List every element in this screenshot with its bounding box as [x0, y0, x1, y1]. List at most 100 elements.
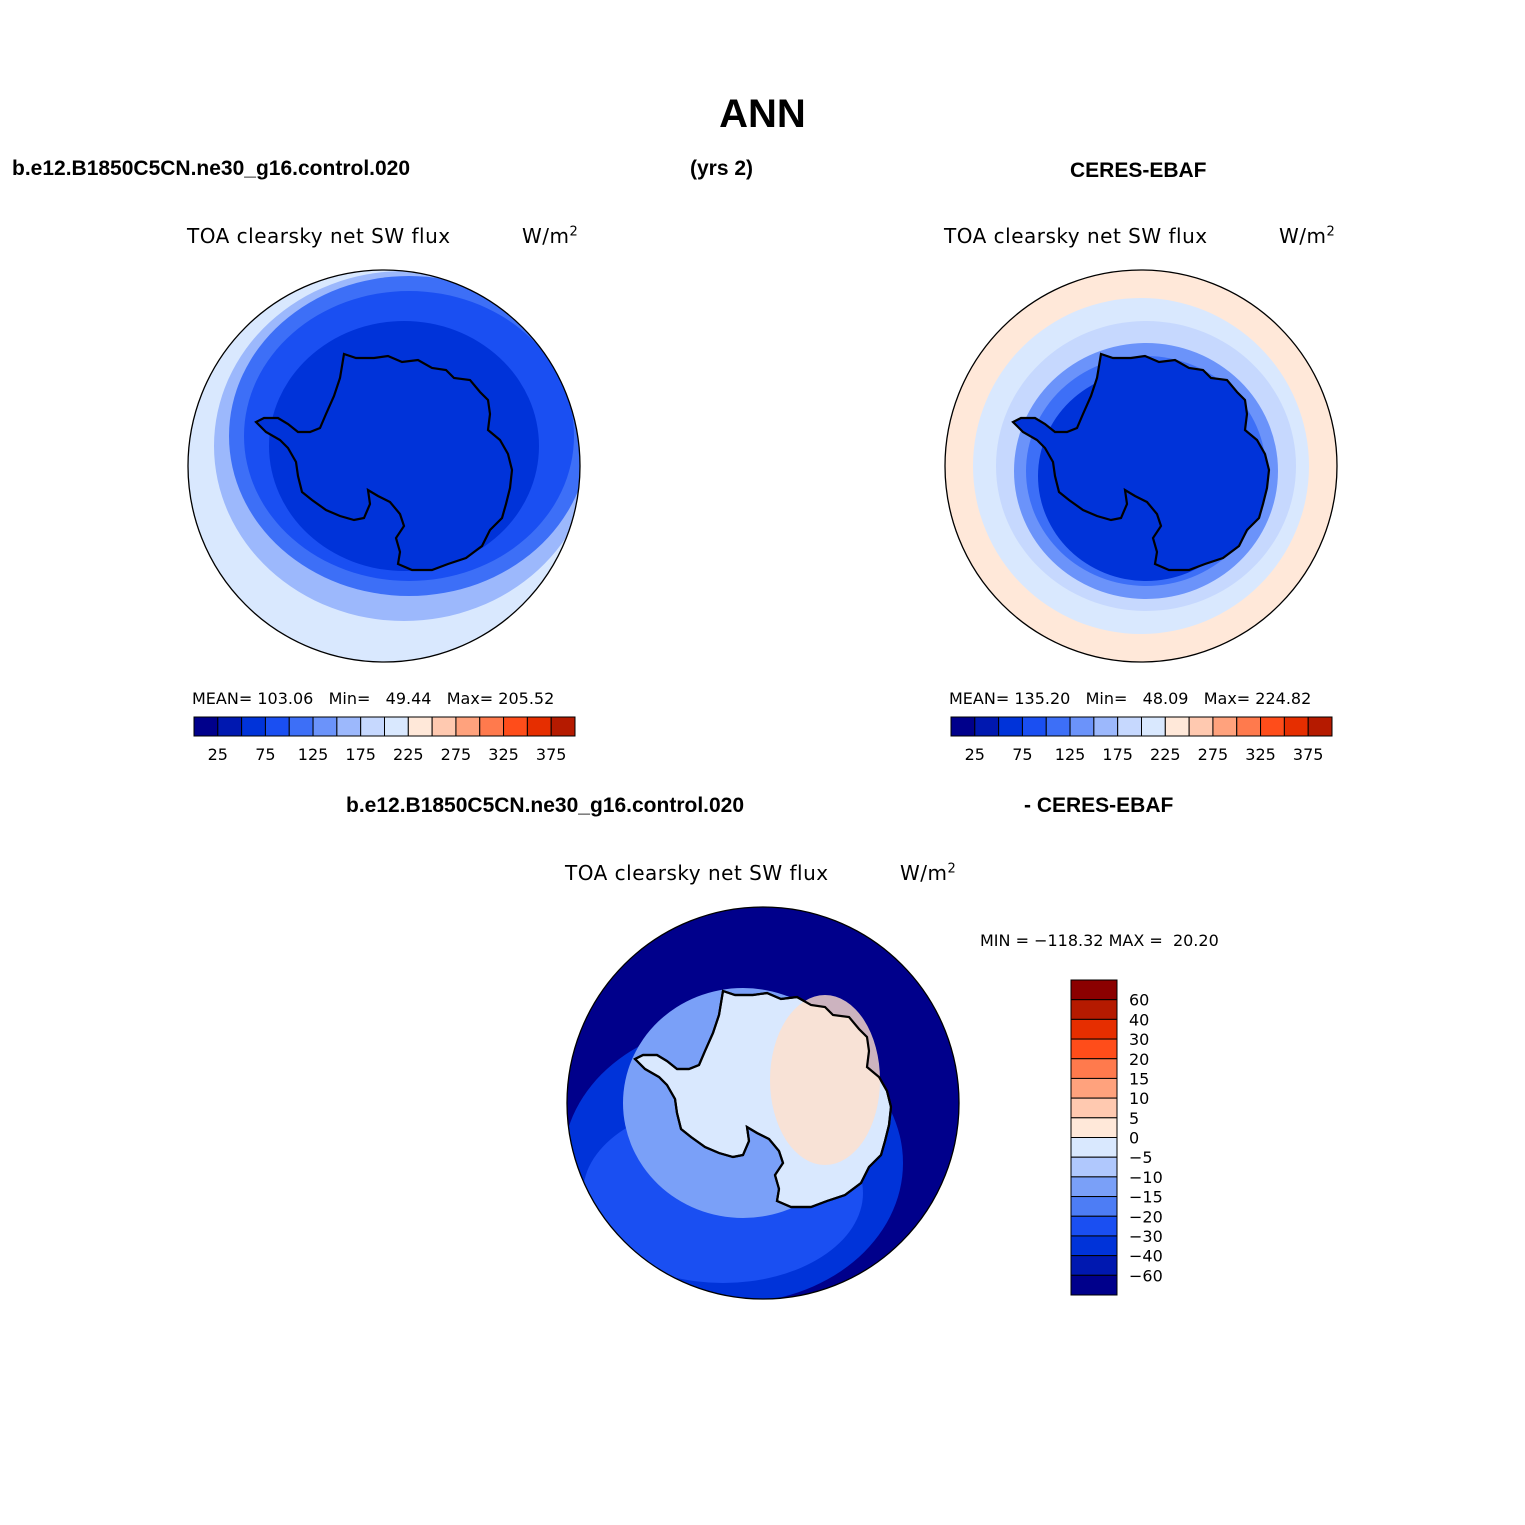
- obs-colorbar-tick-label: 325: [1245, 745, 1276, 764]
- model-colorbar-swatch: [217, 716, 243, 737]
- obs-colorbar-tick-label: 25: [965, 745, 985, 764]
- diff-units-label: W/m2: [900, 861, 956, 885]
- obs-colorbar-swatch: [1212, 716, 1238, 737]
- model-colorbar-swatch: [193, 716, 219, 737]
- model-colorbar-swatch: [264, 716, 290, 737]
- diff-positive-region: [770, 995, 880, 1165]
- model-polar-map: [187, 269, 581, 663]
- model-stats: MEAN= 103.06 Min= 49.44 Max= 205.52: [192, 689, 554, 708]
- obs-units-base: W/m: [1279, 224, 1327, 248]
- diff-colorbar-tick-label: −5: [1129, 1148, 1153, 1167]
- diff-colorbar-swatch: [1070, 1097, 1118, 1119]
- diff-obs-header: - CERES-EBAF: [1024, 794, 1174, 817]
- diff-colorbar-swatch: [1070, 1137, 1118, 1158]
- obs-min-label: Min=: [1085, 689, 1128, 708]
- obs-field: [945, 270, 1337, 662]
- model-colorbar-tick-label: 225: [393, 745, 424, 764]
- diff-colorbar-tick-label: −10: [1129, 1168, 1163, 1187]
- diff-colorbar-tick-label: 10: [1129, 1089, 1149, 1108]
- model-mean-label: MEAN=: [192, 689, 253, 708]
- diff-colorbar-swatch: [1070, 1215, 1118, 1237]
- obs-mean-label: MEAN=: [949, 689, 1010, 708]
- obs-colorbar-swatch: [1307, 716, 1333, 737]
- diff-stats: MIN = −118.32 MAX = 20.20: [980, 931, 1219, 950]
- diff-colorbar-tick-label: 30: [1129, 1030, 1149, 1049]
- diff-colorbar-tick-label: 20: [1129, 1050, 1149, 1069]
- obs-colorbar-tick-label: 225: [1150, 745, 1181, 764]
- diff-max-label: MAX =: [1108, 931, 1163, 950]
- obs-colorbar: 25 75 125 175 225 275 325 375: [950, 716, 1333, 764]
- diff-colorbar-swatch: [1070, 1274, 1118, 1296]
- diff-colorbar-swatch: [1070, 1255, 1118, 1276]
- obs-polar-map: [944, 269, 1338, 663]
- obs-colorbar-swatch: [1164, 716, 1190, 737]
- obs-name-header: CERES-EBAF: [1070, 159, 1207, 182]
- model-colorbar-swatch: [503, 716, 528, 737]
- obs-colorbar-swatch: [1093, 716, 1119, 737]
- obs-units-sup: 2: [1326, 224, 1336, 240]
- diff-colorbar-tick-label: −60: [1129, 1266, 1163, 1285]
- obs-max-label: Max=: [1203, 689, 1251, 708]
- diff-variable-label: TOA clearsky net SW flux: [565, 861, 829, 885]
- model-field: [188, 270, 580, 662]
- diff-colorbar-swatch: [1070, 1018, 1118, 1040]
- diff-colorbar-swatch: [1070, 1156, 1118, 1178]
- obs-colorbar-tick-label: 175: [1102, 745, 1133, 764]
- obs-colorbar-tick-label: 75: [1012, 745, 1032, 764]
- diff-colorbar-swatch: [1070, 1058, 1118, 1079]
- model-colorbar-tick-label: 75: [255, 745, 275, 764]
- model-colorbar-tick-label: 175: [345, 745, 376, 764]
- obs-colorbar-swatch: [1021, 716, 1047, 737]
- obs-colorbar-swatch: [1117, 716, 1142, 737]
- obs-map-border: [944, 269, 1338, 663]
- obs-stats: MEAN= 135.20 Min= 48.09 Max= 224.82: [949, 689, 1311, 708]
- obs-colorbar-swatch: [1069, 716, 1095, 737]
- diff-colorbar-tick-label: −40: [1129, 1247, 1163, 1266]
- obs-colorbar-swatch: [1283, 716, 1309, 737]
- diff-min-value: −118.32: [1034, 931, 1104, 950]
- model-colorbar-tick-label: 125: [298, 745, 329, 764]
- model-max-value: 205.52: [498, 689, 555, 708]
- case-name-header: b.e12.B1850C5CN.ne30_g16.control.020: [12, 157, 411, 180]
- model-colorbar-swatch: [336, 716, 362, 737]
- model-mean-value: 103.06: [257, 689, 314, 708]
- model-variable-label: TOA clearsky net SW flux: [187, 224, 451, 248]
- model-colorbar-swatch: [407, 716, 433, 737]
- model-colorbar-swatch: [312, 716, 338, 737]
- diff-colorbar-tick-label: 40: [1129, 1010, 1149, 1029]
- obs-colorbar-swatch: [950, 716, 976, 737]
- diff-colorbar-tick-label: −20: [1129, 1207, 1163, 1226]
- model-units-sup: 2: [569, 224, 579, 240]
- model-colorbar-swatch: [360, 716, 385, 737]
- diff-max-value: 20.20: [1172, 931, 1219, 950]
- model-colorbar-swatch: [288, 716, 314, 737]
- obs-colorbar-swatch: [1236, 716, 1262, 737]
- model-colorbar-swatch: [241, 716, 266, 737]
- diff-colorbar-swatch: [1070, 979, 1118, 1001]
- obs-colorbar-swatch: [1188, 716, 1214, 737]
- obs-min-value: 48.09: [1142, 689, 1189, 708]
- diff-colorbar-tick-label: −30: [1129, 1227, 1163, 1246]
- years-header: (yrs 2): [690, 157, 754, 180]
- model-colorbar-tick-label: 25: [208, 745, 228, 764]
- diff-case-header: b.e12.B1850C5CN.ne30_g16.control.020: [346, 794, 745, 817]
- figure-title: ANN: [719, 92, 806, 136]
- diff-polar-map: [566, 906, 960, 1300]
- diff-colorbar-swatch: [1070, 999, 1118, 1020]
- obs-colorbar-tick-label: 125: [1055, 745, 1086, 764]
- diff-colorbar-tick-label: −15: [1129, 1188, 1163, 1207]
- model-map-border: [187, 269, 581, 663]
- model-colorbar-swatch: [431, 716, 457, 737]
- model-min-label: Min=: [328, 689, 371, 708]
- model-colorbar-swatch: [526, 716, 552, 737]
- diff-map-border: [566, 906, 960, 1300]
- diff-colorbar-swatch: [1070, 1235, 1118, 1257]
- model-colorbar-swatch: [550, 716, 576, 737]
- obs-colorbar-swatch: [998, 716, 1023, 737]
- model-units-base: W/m: [522, 224, 570, 248]
- diff-colorbar-tick-label: 60: [1129, 991, 1149, 1010]
- obs-max-value: 224.82: [1255, 689, 1312, 708]
- model-colorbar-swatch: [455, 716, 481, 737]
